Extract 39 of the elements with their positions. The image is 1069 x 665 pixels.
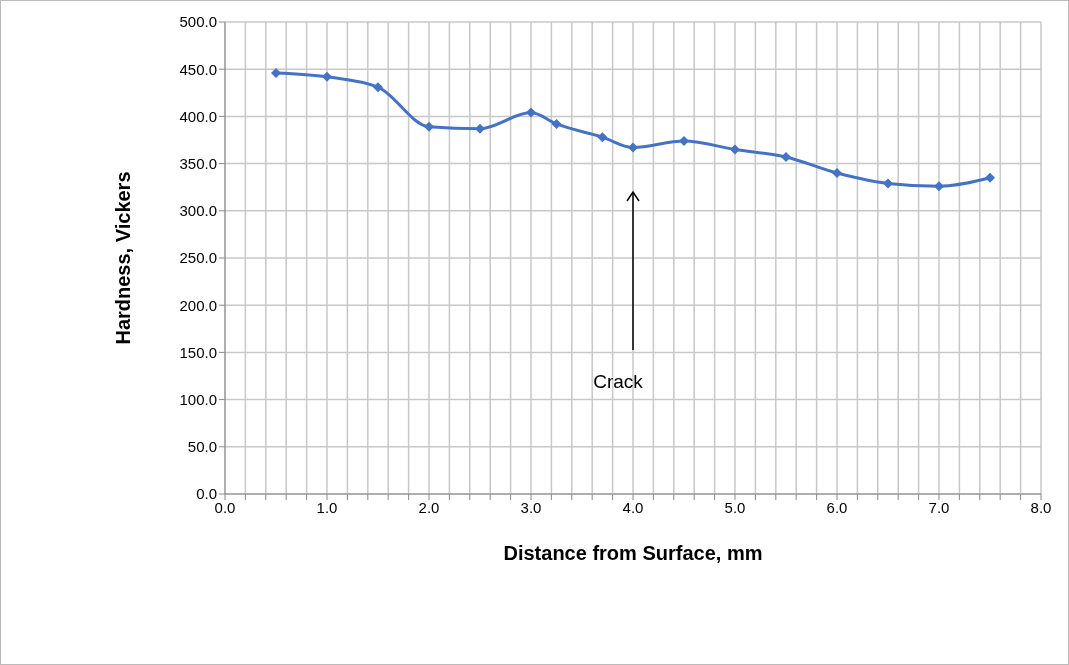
point: [985, 172, 995, 183]
x-axis-title: Distance from Surface, mm: [503, 542, 763, 564]
x-tick-label: 8.0: [1030, 498, 1052, 516]
y-axis-title: Hardness, Vickers: [112, 171, 135, 345]
point: [424, 121, 434, 132]
point: [883, 178, 893, 189]
y-tick-label: 50.0: [187, 438, 217, 456]
y-tick-label: 400.0: [179, 107, 217, 125]
x-tick-label: 3.0: [520, 498, 542, 516]
point: [526, 107, 536, 118]
point: [628, 142, 638, 153]
y-tick-label: 500.0: [179, 13, 217, 31]
point: [934, 181, 944, 192]
y-tick-label: 100.0: [179, 390, 217, 408]
y-tick-label: 350.0: [179, 154, 217, 172]
point: [781, 151, 791, 162]
point: [373, 82, 383, 93]
y-tick-label: 250.0: [179, 249, 217, 267]
point: [730, 144, 740, 155]
point: [551, 118, 562, 129]
y-tick-label: 0.0: [196, 485, 217, 503]
x-tick-label: 0.0: [214, 498, 236, 516]
point: [271, 67, 281, 78]
x-tick-label: 4.0: [622, 498, 644, 516]
point: [832, 168, 842, 179]
y-tick-label: 150.0: [179, 343, 217, 361]
point: [679, 135, 689, 146]
y-tick-label: 450.0: [179, 60, 217, 78]
x-tick-label: 5.0: [724, 498, 746, 516]
y-tick-label: 300.0: [179, 202, 217, 220]
x-tick-label: 2.0: [418, 498, 440, 516]
annotation: Crack: [593, 371, 644, 392]
x-tick-label: 7.0: [928, 498, 950, 516]
x-tick-label: 1.0: [316, 498, 338, 516]
y-tick-label: 200.0: [179, 296, 217, 314]
point: [322, 71, 332, 82]
point: [475, 123, 485, 134]
point: [597, 132, 608, 143]
x-tick-label: 6.0: [826, 498, 848, 516]
